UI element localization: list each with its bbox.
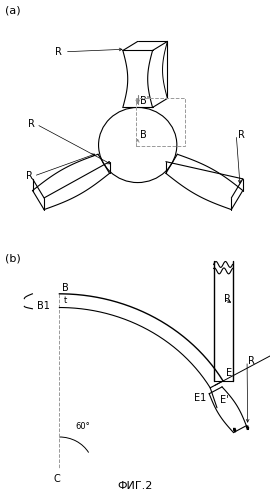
- Text: R: R: [248, 356, 255, 366]
- Text: R: R: [238, 129, 244, 139]
- Text: E: E: [226, 368, 232, 378]
- Bar: [136, 99, 185, 146]
- Text: (b): (b): [5, 254, 21, 264]
- Text: R: R: [28, 120, 35, 129]
- Text: C: C: [53, 474, 60, 485]
- Text: R: R: [26, 171, 32, 181]
- Text: E': E': [220, 395, 229, 405]
- Text: 60°: 60°: [76, 422, 90, 431]
- Text: B': B': [140, 96, 149, 106]
- Text: R: R: [55, 47, 62, 57]
- Text: B: B: [140, 130, 147, 140]
- Text: B: B: [62, 282, 69, 292]
- Text: ФИГ.2: ФИГ.2: [117, 481, 153, 491]
- Text: (a): (a): [5, 5, 21, 15]
- Text: E1: E1: [194, 393, 206, 403]
- Text: R: R: [224, 294, 231, 304]
- Text: B1: B1: [37, 301, 50, 311]
- Text: t: t: [64, 296, 68, 305]
